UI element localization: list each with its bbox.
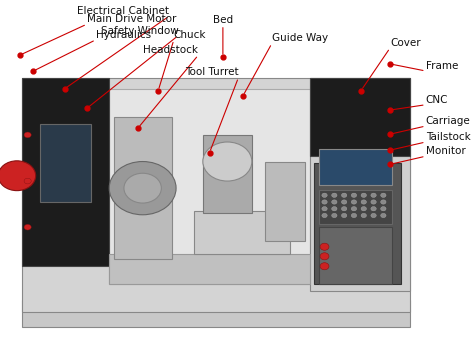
Circle shape — [371, 200, 376, 204]
Circle shape — [371, 213, 376, 218]
Circle shape — [332, 200, 337, 204]
Text: Monitor: Monitor — [426, 146, 465, 156]
Bar — [314, 163, 401, 284]
Text: CNC: CNC — [426, 95, 448, 105]
Polygon shape — [114, 117, 172, 259]
Polygon shape — [109, 89, 310, 284]
Polygon shape — [109, 254, 310, 284]
Circle shape — [341, 200, 347, 204]
Polygon shape — [310, 78, 410, 291]
Circle shape — [332, 213, 337, 218]
Circle shape — [371, 207, 376, 211]
Circle shape — [361, 213, 366, 218]
Text: Hydraulics: Hydraulics — [96, 30, 151, 40]
Text: Main Drive Motor: Main Drive Motor — [87, 14, 176, 24]
Polygon shape — [310, 78, 410, 156]
Text: Tailstock: Tailstock — [426, 132, 471, 142]
Bar — [319, 149, 392, 185]
Text: Electrical Cabinet: Electrical Cabinet — [77, 6, 169, 16]
Text: Guide Way: Guide Way — [272, 33, 328, 43]
Text: Tool Turret: Tool Turret — [185, 67, 238, 77]
Bar — [319, 190, 392, 224]
Circle shape — [320, 263, 329, 270]
Circle shape — [381, 213, 386, 218]
Polygon shape — [203, 135, 252, 213]
Circle shape — [381, 207, 386, 211]
Circle shape — [322, 193, 327, 197]
Circle shape — [322, 200, 327, 204]
Circle shape — [24, 224, 31, 230]
Circle shape — [351, 213, 356, 218]
Circle shape — [332, 193, 337, 197]
Text: Cover: Cover — [390, 38, 421, 48]
Polygon shape — [22, 78, 109, 266]
Polygon shape — [194, 211, 290, 254]
Circle shape — [351, 207, 356, 211]
Circle shape — [320, 253, 329, 260]
Circle shape — [24, 178, 31, 184]
Circle shape — [203, 142, 252, 181]
Text: Headstock: Headstock — [143, 45, 199, 55]
Text: Safety Window: Safety Window — [100, 26, 178, 36]
Circle shape — [341, 207, 347, 211]
Circle shape — [322, 207, 327, 211]
Text: Chuck: Chuck — [174, 30, 206, 40]
Circle shape — [381, 193, 386, 197]
Circle shape — [341, 213, 347, 218]
Circle shape — [332, 207, 337, 211]
Circle shape — [381, 200, 386, 204]
Circle shape — [361, 200, 366, 204]
Circle shape — [371, 193, 376, 197]
Polygon shape — [265, 162, 305, 241]
Circle shape — [351, 193, 356, 197]
Text: Bed: Bed — [213, 15, 233, 25]
Text: Carriage: Carriage — [426, 116, 471, 126]
Text: Frame: Frame — [426, 61, 458, 71]
Circle shape — [361, 207, 366, 211]
Circle shape — [124, 173, 161, 203]
Circle shape — [341, 193, 347, 197]
Circle shape — [0, 161, 36, 191]
Circle shape — [322, 213, 327, 218]
Circle shape — [351, 200, 356, 204]
Bar — [22, 78, 410, 312]
Polygon shape — [22, 300, 410, 327]
Circle shape — [320, 243, 329, 250]
Bar — [40, 124, 91, 202]
Circle shape — [24, 132, 31, 138]
Circle shape — [109, 162, 176, 215]
Bar — [319, 227, 392, 284]
Circle shape — [361, 193, 366, 197]
